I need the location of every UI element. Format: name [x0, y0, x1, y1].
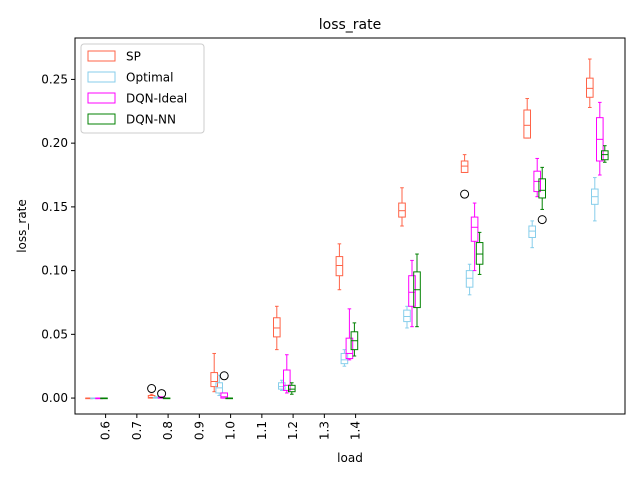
box-sp-1.3 [523, 98, 532, 139]
x-tick-label: 1.4 [349, 421, 363, 440]
box-body [470, 216, 479, 242]
legend-item-dqn-ideal: DQN-Ideal [87, 92, 187, 106]
x-tick-label: 0.6 [99, 421, 113, 440]
box-sp-0.8 [210, 352, 218, 393]
box-body [210, 372, 218, 388]
box-dqn-nn-1.4 [601, 145, 609, 163]
x-tick-label: 1.3 [317, 421, 331, 440]
x-tick-label: 0.7 [130, 421, 144, 440]
y-tick-label: 0.20 [41, 136, 68, 150]
box-dqn-nn-0.7 [162, 397, 171, 400]
y-tick-label: 0.15 [41, 200, 68, 214]
legend-swatch [87, 92, 116, 104]
box-dqn-nn-1.0 [350, 322, 359, 357]
box-body [586, 77, 594, 98]
legend-label: DQN-Ideal [126, 92, 187, 106]
axes-frame [74, 37, 626, 415]
legend-item-dqn-nn: DQN-NN [87, 113, 176, 127]
box-dqn-nn-1.3 [537, 166, 547, 225]
y-tick-label: 0.25 [41, 72, 68, 86]
legend-swatch [87, 71, 116, 83]
plot-area [85, 58, 609, 400]
box-sp-1.0 [335, 243, 344, 291]
legend-item-optimal: Optimal [87, 71, 173, 85]
box-body [288, 384, 296, 393]
box-body [220, 392, 228, 399]
box-dqn-nn-0.9 [288, 382, 296, 395]
legend-label: Optimal [126, 71, 173, 85]
box-dqn-ideal-1.4 [596, 101, 604, 176]
box-body [601, 150, 609, 161]
box-sp-1.4 [586, 58, 594, 108]
y-tick-label: 0.00 [41, 391, 68, 405]
outlier-point [460, 189, 470, 199]
y-tick-label: 0.10 [41, 264, 68, 278]
y-axis: 0.00 0.05 0.10 0.15 0.20 0.25 [41, 72, 75, 405]
box-dqn-nn-0.8 [225, 397, 233, 400]
outlier-point [219, 371, 229, 381]
box-dqn-ideal-0.8 [219, 371, 229, 399]
box-body [403, 309, 411, 323]
y-tick-label: 0.05 [41, 327, 68, 341]
box-body [278, 382, 286, 390]
box-body [398, 202, 406, 218]
box-optimal-1.4 [591, 177, 599, 222]
outlier-point [157, 389, 167, 399]
box-body [273, 317, 281, 338]
x-axis-label: load [337, 451, 363, 465]
legend-frame [80, 43, 205, 134]
box-body [283, 369, 291, 391]
x-axis: 0.6 0.7 0.8 0.9 1.0 1.1 1.2 1.3 1.4 [99, 414, 363, 440]
box-body [523, 109, 532, 139]
chart-title: loss_rate [319, 17, 381, 33]
box-sp-1.2 [460, 154, 470, 199]
legend-label: SP [126, 50, 141, 64]
box-body [475, 242, 484, 265]
box-body [538, 178, 547, 199]
box-dqn-nn-0.6 [100, 397, 108, 400]
legend-swatch [87, 50, 116, 62]
box-sp-1.1 [398, 187, 406, 227]
box-dqn-ideal-1.0 [345, 308, 354, 361]
box-body [345, 337, 354, 360]
legend-label: DQN-NN [126, 113, 176, 127]
x-tick-label: 1.0 [224, 421, 238, 440]
box-dqn-ideal-1.2 [470, 202, 479, 272]
box-sp-0.9 [273, 305, 281, 351]
box-optimal-1.1 [403, 305, 411, 329]
box-optimal-1.2 [465, 263, 474, 296]
box-dqn-nn-1.2 [475, 231, 484, 275]
x-tick-label: 1.2 [286, 421, 300, 440]
box-body [460, 160, 469, 173]
box-body [465, 270, 474, 288]
legend-item-sp: SP [87, 50, 141, 64]
x-tick-label: 0.9 [192, 421, 206, 440]
box-body [408, 275, 416, 307]
box-optimal-0.9 [278, 379, 286, 391]
box-body [335, 256, 344, 277]
legend-swatch [87, 113, 116, 125]
outlier-point [147, 384, 157, 394]
x-tick-label: 0.8 [161, 421, 175, 440]
outlier-point [537, 215, 547, 225]
x-tick-label: 1.1 [255, 421, 269, 440]
legend: SP Optimal DQN-Ideal DQN-NN [80, 43, 205, 134]
box-optimal-1.3 [528, 220, 537, 249]
y-axis-label: loss_rate [15, 199, 29, 253]
box-body [528, 225, 537, 238]
box-dqn-nn-1.1 [413, 253, 421, 328]
